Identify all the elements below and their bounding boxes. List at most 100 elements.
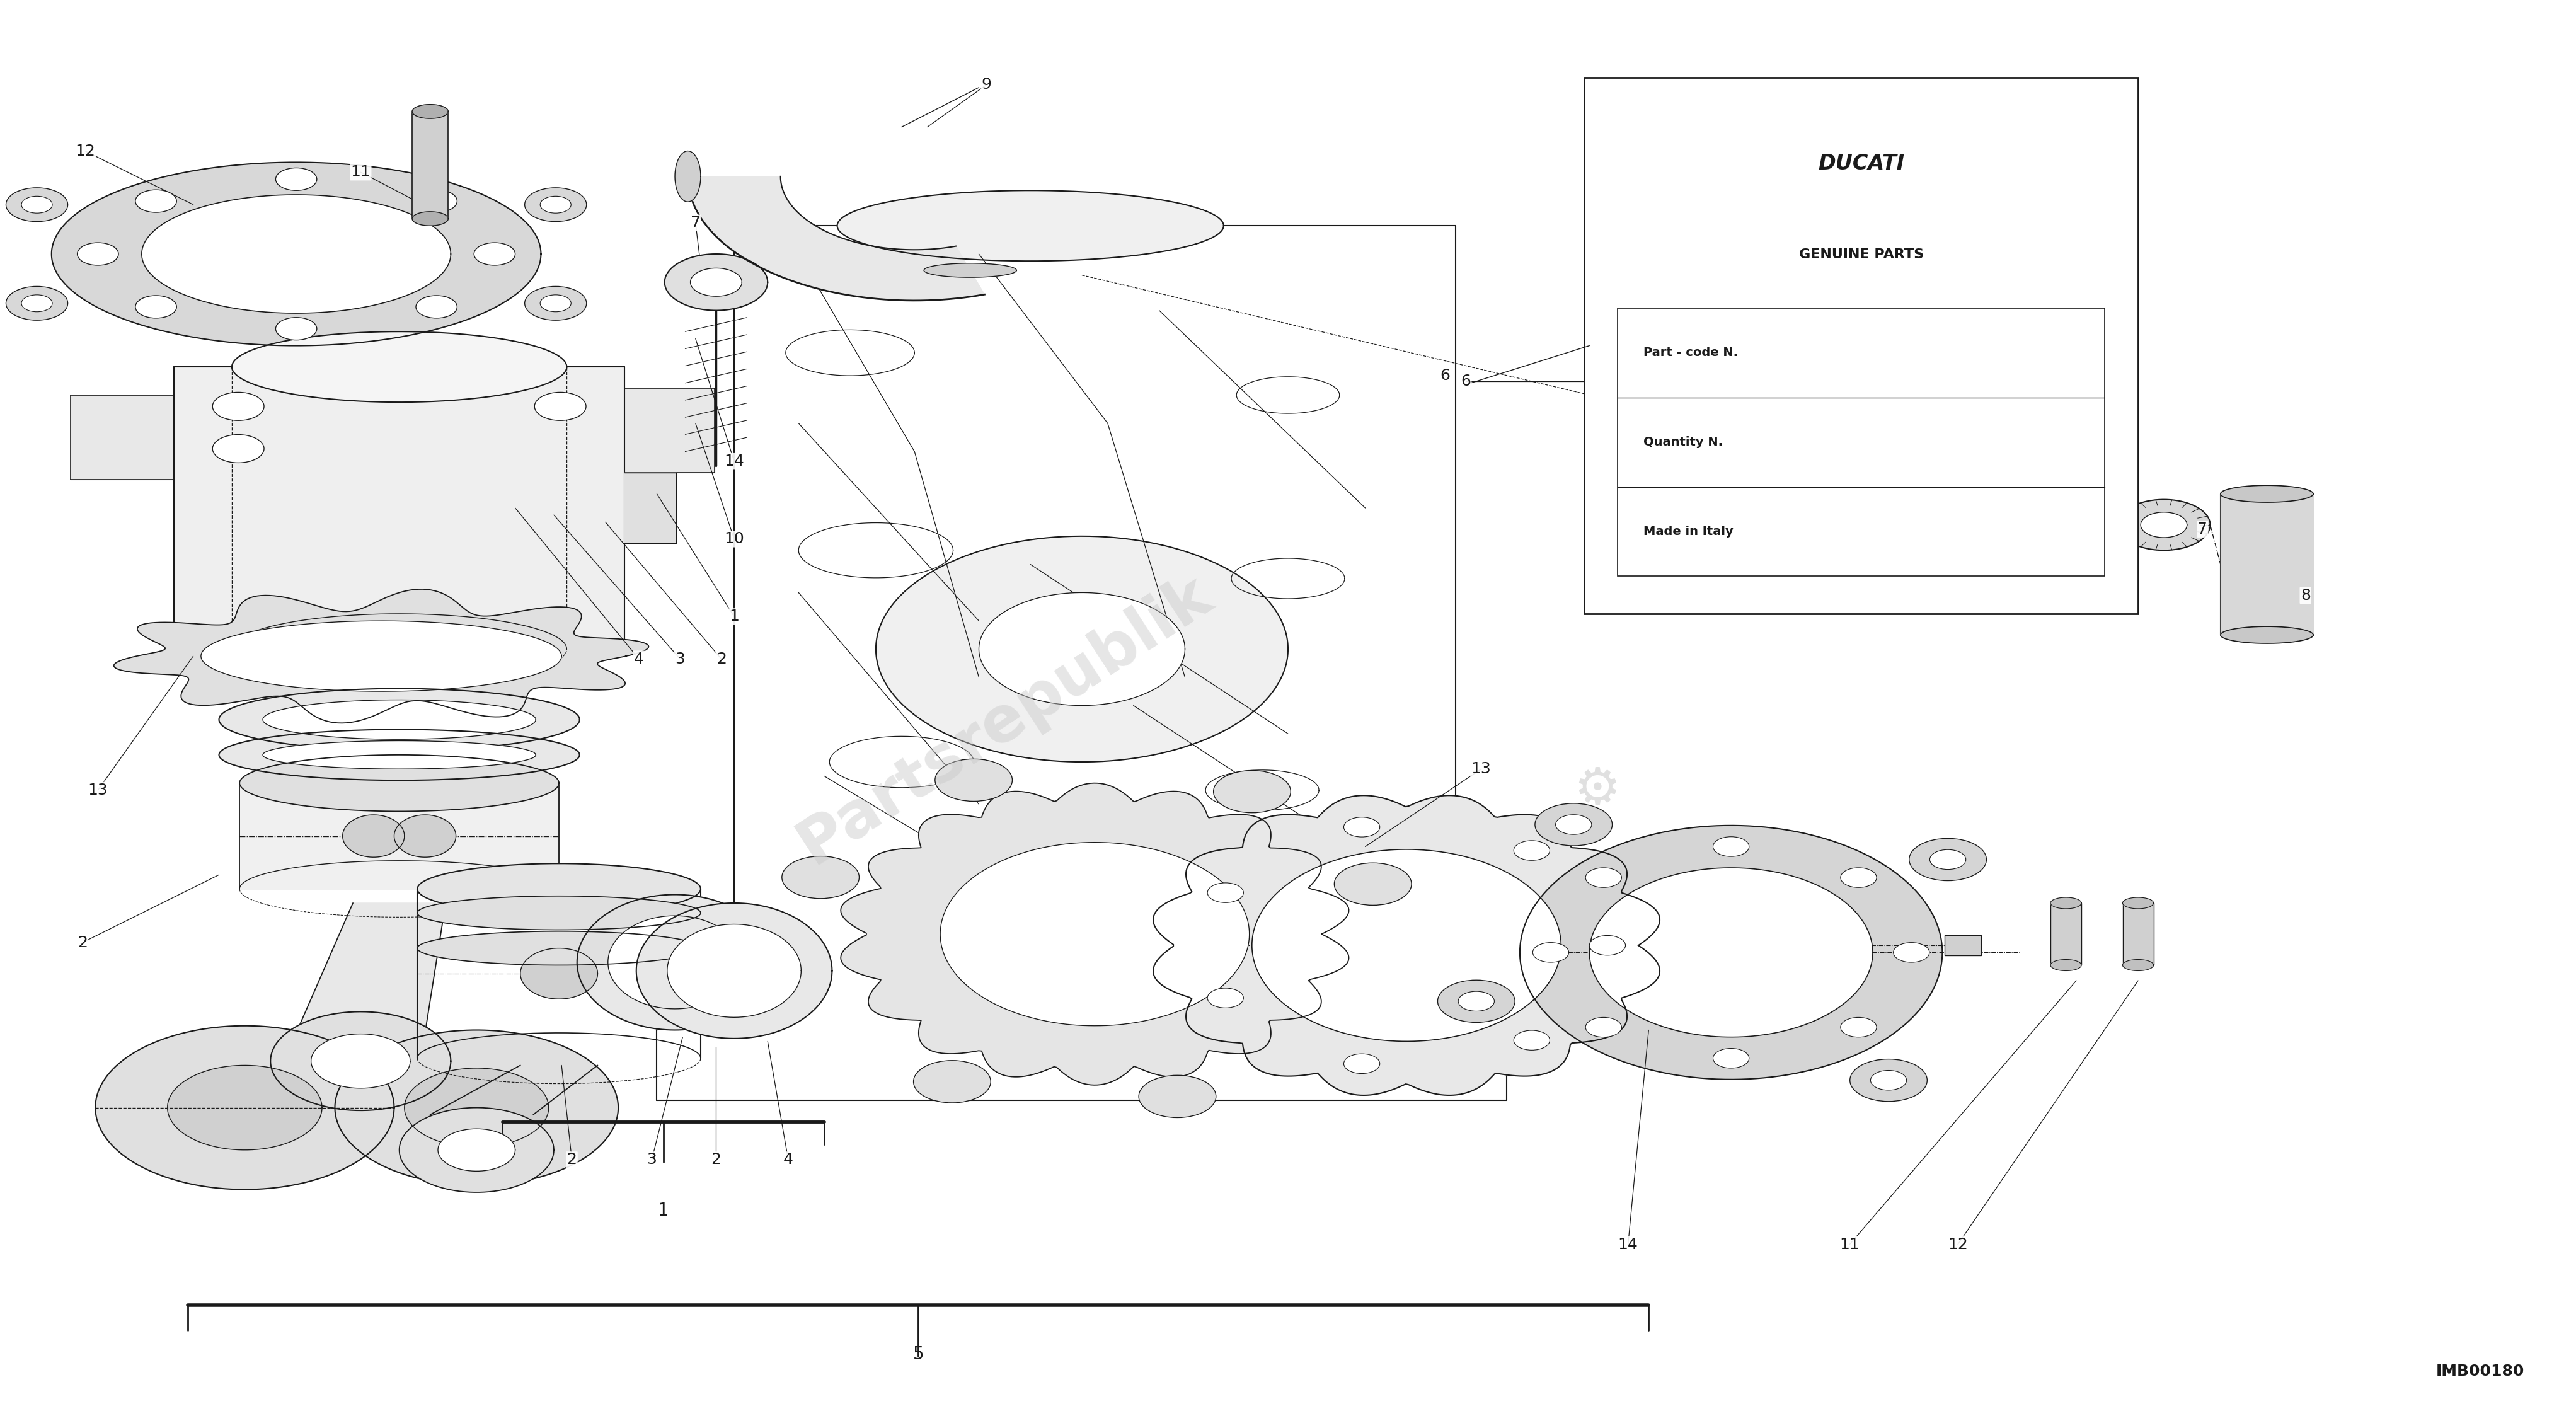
Circle shape xyxy=(1713,1048,1749,1068)
Circle shape xyxy=(1345,1054,1381,1074)
Polygon shape xyxy=(520,948,598,999)
Text: 12: 12 xyxy=(1947,1237,1968,1252)
Text: 13: 13 xyxy=(1471,762,1492,776)
Circle shape xyxy=(1213,770,1291,813)
Circle shape xyxy=(1139,1075,1216,1118)
Polygon shape xyxy=(837,190,1224,261)
Polygon shape xyxy=(270,1012,451,1110)
Circle shape xyxy=(1929,849,1965,869)
Circle shape xyxy=(415,190,456,213)
Circle shape xyxy=(5,188,67,222)
Polygon shape xyxy=(2221,494,2313,635)
Circle shape xyxy=(211,392,265,420)
Polygon shape xyxy=(2050,959,2081,971)
Polygon shape xyxy=(1154,796,1659,1095)
Polygon shape xyxy=(925,264,1018,278)
Text: 11: 11 xyxy=(350,165,371,179)
Polygon shape xyxy=(219,729,580,780)
Circle shape xyxy=(1535,803,1613,845)
Polygon shape xyxy=(675,151,701,202)
Polygon shape xyxy=(240,755,559,811)
Circle shape xyxy=(1587,868,1623,888)
Text: 7: 7 xyxy=(690,216,701,230)
Circle shape xyxy=(935,759,1012,801)
Text: Made in Italy: Made in Italy xyxy=(1643,525,1734,538)
Circle shape xyxy=(1515,841,1551,861)
Polygon shape xyxy=(1520,825,1942,1079)
Polygon shape xyxy=(2221,626,2313,643)
Polygon shape xyxy=(335,1030,618,1185)
Polygon shape xyxy=(95,1026,394,1189)
Text: GENUINE PARTS: GENUINE PARTS xyxy=(1798,248,1924,261)
Polygon shape xyxy=(394,816,456,856)
Text: 11: 11 xyxy=(1839,1237,1860,1252)
Text: 9: 9 xyxy=(981,78,992,92)
Text: 14: 14 xyxy=(724,454,744,468)
Text: 2: 2 xyxy=(567,1153,577,1167)
Circle shape xyxy=(1515,1030,1551,1050)
Polygon shape xyxy=(417,896,701,930)
Text: 2: 2 xyxy=(77,935,88,950)
Polygon shape xyxy=(201,621,562,691)
Circle shape xyxy=(1587,1017,1623,1037)
Text: 4: 4 xyxy=(783,1153,793,1167)
Circle shape xyxy=(1334,864,1412,906)
Polygon shape xyxy=(665,254,768,310)
Polygon shape xyxy=(412,212,448,226)
Text: Quantity N.: Quantity N. xyxy=(1643,436,1723,449)
Text: Partsrepublik: Partsrepublik xyxy=(786,563,1224,876)
Polygon shape xyxy=(876,536,1288,762)
Polygon shape xyxy=(412,104,448,119)
Bar xyxy=(1945,935,1981,955)
Polygon shape xyxy=(940,842,1249,1026)
Text: 2: 2 xyxy=(716,652,726,666)
Polygon shape xyxy=(263,700,536,739)
Text: 6: 6 xyxy=(1461,374,1471,388)
Circle shape xyxy=(276,317,317,340)
Text: 7: 7 xyxy=(2197,522,2208,536)
Circle shape xyxy=(783,856,860,899)
Circle shape xyxy=(1437,981,1515,1023)
Polygon shape xyxy=(52,162,541,346)
Text: 8: 8 xyxy=(2300,588,2311,602)
Circle shape xyxy=(1458,992,1494,1012)
Polygon shape xyxy=(2123,959,2154,971)
Text: 1: 1 xyxy=(657,1202,670,1219)
Polygon shape xyxy=(667,924,801,1017)
Text: 6: 6 xyxy=(1440,368,1450,382)
Text: 3: 3 xyxy=(675,652,685,666)
Circle shape xyxy=(536,392,587,420)
Polygon shape xyxy=(2050,897,2081,909)
Polygon shape xyxy=(399,1108,554,1192)
Text: 5: 5 xyxy=(912,1346,925,1363)
Polygon shape xyxy=(1252,849,1561,1041)
Polygon shape xyxy=(840,783,1350,1085)
Circle shape xyxy=(526,188,587,222)
Polygon shape xyxy=(690,268,742,296)
Polygon shape xyxy=(167,1065,322,1150)
Text: Part - code N.: Part - code N. xyxy=(1643,347,1739,358)
Circle shape xyxy=(1556,814,1592,834)
Circle shape xyxy=(137,295,178,317)
Bar xyxy=(1618,308,2105,576)
Circle shape xyxy=(1839,868,1875,888)
Circle shape xyxy=(1589,935,1625,955)
Circle shape xyxy=(1533,943,1569,962)
Polygon shape xyxy=(417,864,701,914)
Circle shape xyxy=(526,286,587,320)
Polygon shape xyxy=(219,689,580,751)
Circle shape xyxy=(1713,837,1749,856)
Polygon shape xyxy=(142,195,451,313)
Text: 10: 10 xyxy=(724,532,744,546)
Bar xyxy=(412,111,448,219)
Circle shape xyxy=(415,295,456,317)
Circle shape xyxy=(541,295,572,312)
Polygon shape xyxy=(232,332,567,402)
Circle shape xyxy=(914,1061,992,1103)
Text: 4: 4 xyxy=(634,652,644,666)
Text: 13: 13 xyxy=(88,783,108,797)
Circle shape xyxy=(1870,1071,1906,1091)
Polygon shape xyxy=(608,916,742,1009)
Polygon shape xyxy=(623,473,675,543)
Circle shape xyxy=(5,286,67,320)
